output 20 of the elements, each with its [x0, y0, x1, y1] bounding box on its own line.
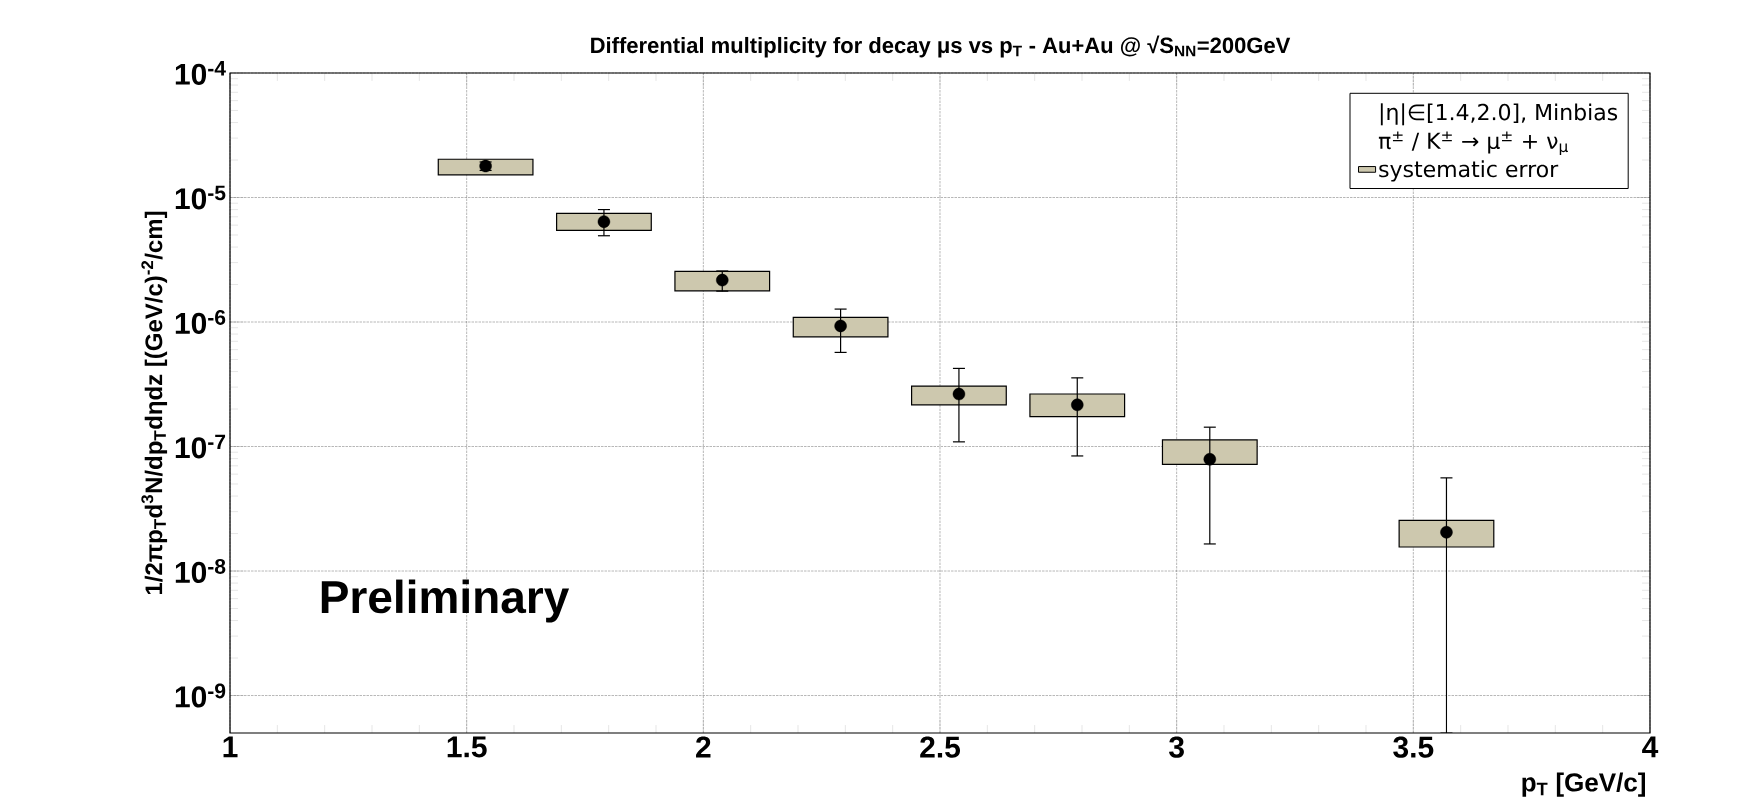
- y-tick-label: 10$^{-8}$: [175, 559, 226, 584]
- x-tick-label: 3.5: [1393, 736, 1434, 758]
- x-tick-label: 4: [1642, 736, 1659, 758]
- y-tick-label: 10$^{-5}$: [175, 185, 226, 210]
- x-tick-label: 3: [1169, 736, 1184, 758]
- annotation: Preliminary: [321, 579, 570, 623]
- chart-title: Differential multiplicity for decay μs vs p$_{T}$ - Au+Au @ √S$_{NN}$=200GeV: [591, 35, 1291, 58]
- text: 1/2πp$_{T}$d$^{3}$N/dp$_{T}$dηdz [(GeV/c)$^{-2}$/cm]: [141, 211, 168, 595]
- x-tick-label: 2.5: [920, 736, 961, 758]
- x-tick-label: 1.5: [447, 736, 487, 758]
- legend-label: systematic error: [1379, 160, 1559, 182]
- y-tick-label: 10$^{-9}$: [175, 683, 226, 708]
- y-tick-label: 10$^{-4}$: [175, 61, 226, 85]
- x-tick-label: 1: [223, 736, 238, 758]
- x-axis-title: p$_{T}$ [GeV/c]: [1522, 772, 1645, 797]
- annotation: π$^{±}$ / K$^{±}$ → μ$^{±}$ + ν$_{μ}$: [1378, 131, 1568, 156]
- y-tick-label: 10$^{-6}$: [175, 310, 226, 335]
- x-tick-label: 2: [696, 736, 711, 758]
- y-tick-label: 10$^{-7}$: [175, 434, 226, 459]
- annotation: |η|∈[1.4,2.0], Minbias: [1380, 103, 1618, 126]
